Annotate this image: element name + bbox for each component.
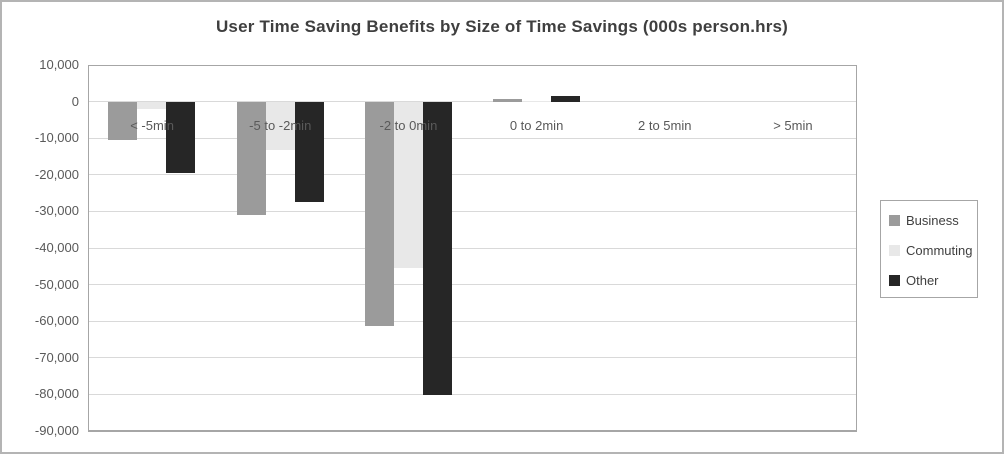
legend-entry-commuting: Commuting bbox=[889, 235, 972, 265]
category-label-0: < -5min bbox=[130, 117, 174, 133]
chart-title: User Time Saving Benefits by Size of Tim… bbox=[215, 17, 789, 36]
y-axis-tick-label: -40,000 bbox=[34, 240, 79, 255]
y-axis-tick-label: -10,000 bbox=[34, 130, 79, 146]
bar-other-3 bbox=[550, 96, 580, 102]
legend-label-other: Other bbox=[906, 272, 939, 288]
legend-entry-other: Other bbox=[889, 265, 939, 295]
gridline bbox=[88, 320, 857, 322]
y-axis-tick-label: -50,000 bbox=[34, 276, 79, 292]
category-label-5: > 5min bbox=[773, 117, 813, 133]
legend-swatch-business bbox=[889, 214, 900, 226]
legend-entry-business: Business bbox=[889, 205, 959, 235]
y-axis-tick-label: -60,000 bbox=[34, 313, 79, 329]
bar-commuting-1 bbox=[265, 101, 295, 151]
legend-label-business: Business bbox=[906, 212, 959, 228]
category-label-1: -5 to -2min bbox=[249, 117, 312, 133]
gridline bbox=[88, 174, 857, 176]
gridline bbox=[88, 357, 857, 359]
legend: Business Commuting Other bbox=[880, 200, 978, 298]
bar-commuting-2 bbox=[393, 101, 423, 269]
y-axis-tick-label: -90,000 bbox=[34, 423, 79, 438]
bar-other-2 bbox=[422, 101, 452, 395]
legend-label-commuting: Commuting bbox=[906, 242, 973, 258]
category-label-4: 2 to 5min bbox=[638, 117, 692, 133]
category-label-2: -2 to 0min bbox=[379, 117, 438, 133]
bar-business-1 bbox=[236, 101, 266, 216]
category-label-3: 0 to 2min bbox=[509, 117, 564, 133]
gridline bbox=[88, 137, 857, 139]
bar-business-2 bbox=[364, 101, 394, 327]
y-axis-tick-label: -20,000 bbox=[34, 166, 79, 182]
bar-business-3 bbox=[492, 98, 522, 102]
y-axis-tick-label: -30,000 bbox=[34, 203, 79, 219]
gridline bbox=[88, 210, 857, 212]
bar-commuting-3 bbox=[521, 100, 551, 102]
legend-swatch-commuting bbox=[889, 244, 900, 256]
bar-business-0 bbox=[108, 101, 138, 140]
gridline bbox=[88, 393, 857, 395]
y-axis-tick-label: 10,000 bbox=[39, 57, 79, 72]
gridline bbox=[88, 247, 857, 249]
bar-commuting-0 bbox=[137, 101, 167, 109]
legend-swatch-other bbox=[889, 274, 900, 286]
x-axis-line bbox=[88, 430, 857, 432]
y-axis-tick-label: -80,000 bbox=[34, 386, 79, 402]
gridline bbox=[88, 284, 857, 286]
y-axis-tick-label: 0 bbox=[71, 93, 79, 109]
gridline bbox=[88, 101, 857, 103]
bar-other-1 bbox=[294, 101, 324, 202]
y-axis-tick-label: -70,000 bbox=[34, 349, 79, 365]
bar-other-0 bbox=[166, 101, 196, 173]
